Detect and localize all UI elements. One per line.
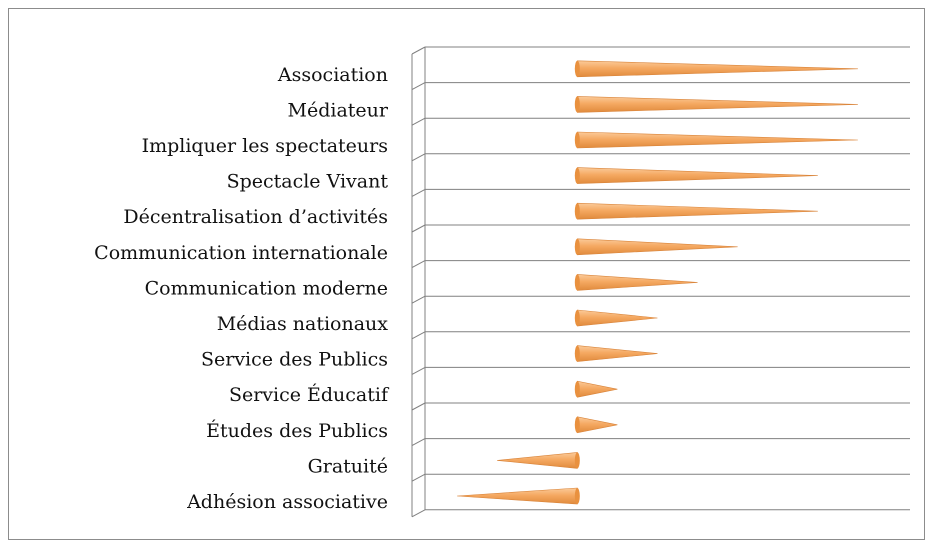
y-tick-label: Spectacle Vivant — [227, 171, 389, 193]
grid-line — [411, 260, 426, 269]
grid-line — [411, 295, 426, 304]
y-tick-label: Gratuité — [308, 455, 388, 477]
bar-cap — [574, 132, 580, 148]
bar-cap — [574, 488, 580, 504]
y-tick-label: Adhésion associative — [186, 491, 388, 513]
grid-line — [411, 473, 426, 482]
y-tick-label: Communication internationale — [94, 242, 388, 264]
bar-cap — [574, 96, 580, 113]
bar-cap — [574, 416, 580, 433]
y-tick-label: Service Éducatif — [229, 383, 390, 406]
grid-line — [411, 331, 426, 340]
bar-cap — [574, 345, 580, 362]
bar-cap — [574, 60, 580, 77]
grid-line — [411, 509, 426, 518]
grid-line — [411, 188, 426, 197]
grid-line — [411, 438, 426, 447]
y-tick-label: Médias nationaux — [217, 313, 389, 335]
grid-line — [411, 366, 426, 375]
grid-line — [411, 117, 426, 126]
grid-line — [411, 82, 426, 91]
grid-line — [411, 153, 426, 162]
bar-cap — [574, 381, 580, 398]
bar-cap — [574, 452, 580, 469]
y-tick-label: Médiateur — [288, 99, 389, 121]
chart-border — [8, 8, 925, 540]
y-tick-label: Communication moderne — [145, 277, 388, 299]
y-tick-label: Impliquer les spectateurs — [142, 135, 388, 157]
grid-line — [411, 402, 426, 411]
grid-line — [411, 224, 426, 233]
y-tick-label: Association — [277, 64, 388, 86]
y-tick-label: Décentralisation d’activités — [123, 206, 388, 228]
bar-cap — [574, 167, 580, 184]
bar-cap — [574, 310, 580, 326]
bar-cap — [574, 274, 580, 291]
y-tick-label: Service des Publics — [201, 349, 388, 371]
bar-cap — [574, 238, 580, 255]
bar-cap — [574, 203, 580, 220]
y-tick-label: Études des Publics — [206, 419, 388, 442]
grid-line — [411, 46, 426, 55]
